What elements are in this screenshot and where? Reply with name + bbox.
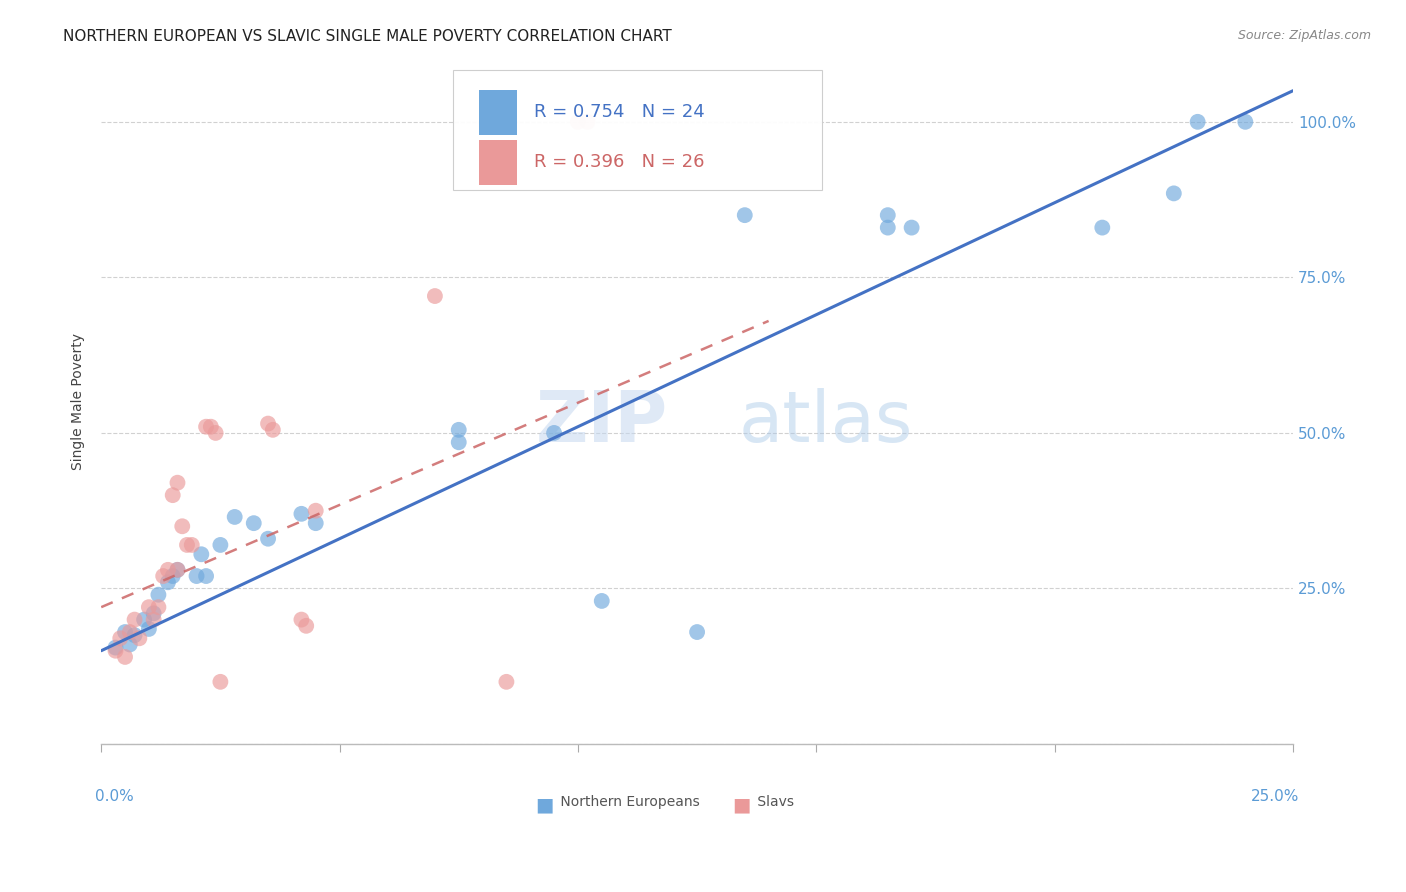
Point xyxy=(186,569,208,583)
Point xyxy=(567,115,589,129)
Point xyxy=(148,588,170,602)
Point xyxy=(162,488,184,502)
Point xyxy=(204,425,226,440)
Point xyxy=(195,569,218,583)
Point xyxy=(190,547,212,561)
Point xyxy=(124,613,146,627)
Point xyxy=(114,649,136,664)
Point xyxy=(118,638,141,652)
Point xyxy=(686,625,709,640)
Point xyxy=(1091,220,1114,235)
Point xyxy=(543,425,565,440)
Point xyxy=(305,516,328,530)
Point xyxy=(447,435,470,450)
Bar xyxy=(479,140,517,185)
Point xyxy=(900,220,922,235)
Text: Slavs: Slavs xyxy=(754,796,794,809)
Point xyxy=(152,569,174,583)
Point xyxy=(104,640,127,655)
Point xyxy=(114,625,136,640)
Text: ZIP: ZIP xyxy=(536,388,668,457)
Point xyxy=(242,516,264,530)
Point xyxy=(1163,186,1185,201)
Point xyxy=(290,613,312,627)
Point xyxy=(176,538,198,552)
Point xyxy=(576,115,599,129)
Point xyxy=(142,607,165,621)
Text: Source: ZipAtlas.com: Source: ZipAtlas.com xyxy=(1237,29,1371,42)
Point xyxy=(423,289,446,303)
Point xyxy=(138,622,160,636)
Point xyxy=(876,208,898,222)
Text: Northern Europeans: Northern Europeans xyxy=(557,796,700,809)
Point xyxy=(257,417,280,431)
Point xyxy=(118,625,141,640)
Point xyxy=(1234,115,1257,129)
Point xyxy=(734,208,756,222)
Point xyxy=(156,575,179,590)
Point xyxy=(156,563,179,577)
Point xyxy=(166,475,188,490)
Text: ■: ■ xyxy=(733,796,751,814)
Point xyxy=(195,419,218,434)
Bar xyxy=(479,90,517,135)
Text: R = 0.754   N = 24: R = 0.754 N = 24 xyxy=(534,103,704,121)
Text: 0.0%: 0.0% xyxy=(96,789,134,804)
FancyBboxPatch shape xyxy=(453,70,823,190)
Point xyxy=(495,674,517,689)
Point xyxy=(166,563,188,577)
Point xyxy=(148,600,170,615)
Text: NORTHERN EUROPEAN VS SLAVIC SINGLE MALE POVERTY CORRELATION CHART: NORTHERN EUROPEAN VS SLAVIC SINGLE MALE … xyxy=(63,29,672,44)
Point xyxy=(104,643,127,657)
Text: 25.0%: 25.0% xyxy=(1250,789,1299,804)
Point xyxy=(138,600,160,615)
Point xyxy=(110,632,132,646)
Point xyxy=(162,569,184,583)
Point xyxy=(209,674,232,689)
Text: R = 0.396   N = 26: R = 0.396 N = 26 xyxy=(534,153,704,171)
Point xyxy=(447,423,470,437)
Y-axis label: Single Male Poverty: Single Male Poverty xyxy=(72,334,86,470)
Point xyxy=(295,619,318,633)
Point xyxy=(134,613,156,627)
Point xyxy=(166,563,188,577)
Point xyxy=(200,419,222,434)
Text: ■: ■ xyxy=(536,796,554,814)
Point xyxy=(180,538,202,552)
Point xyxy=(290,507,312,521)
Point xyxy=(257,532,280,546)
Point xyxy=(1187,115,1209,129)
Point xyxy=(305,504,328,518)
Point xyxy=(124,628,146,642)
Point xyxy=(142,613,165,627)
Point xyxy=(591,594,613,608)
Point xyxy=(209,538,232,552)
Point xyxy=(876,220,898,235)
Text: atlas: atlas xyxy=(738,388,912,457)
Point xyxy=(262,423,284,437)
Point xyxy=(128,632,150,646)
Point xyxy=(224,510,246,524)
Point xyxy=(172,519,194,533)
